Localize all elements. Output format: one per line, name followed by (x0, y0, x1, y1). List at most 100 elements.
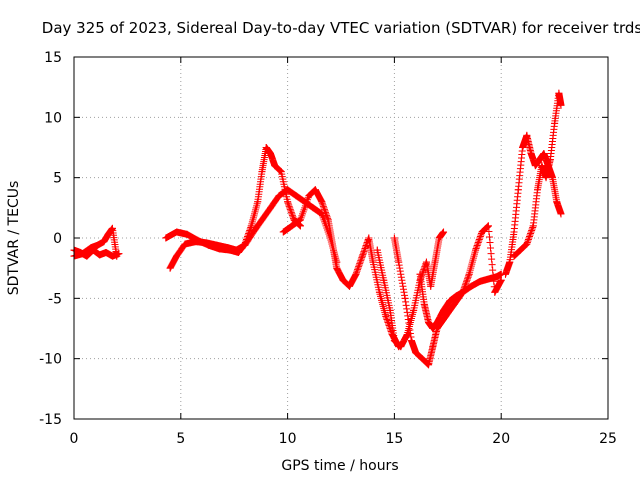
data-point (534, 186, 542, 194)
y-tick-label: -10 (39, 352, 62, 368)
data-point (296, 216, 304, 224)
data-point (551, 119, 559, 127)
data-point (318, 198, 326, 206)
data-point (395, 258, 403, 266)
y-tick-label: -15 (39, 412, 62, 428)
data-point (527, 150, 535, 158)
data-point (113, 252, 121, 260)
data-point (284, 186, 292, 194)
data-point (108, 224, 116, 232)
data-point (93, 241, 101, 249)
data-point (267, 204, 275, 212)
x-tick-label: 5 (176, 431, 185, 447)
data-point (271, 162, 279, 170)
data-point (173, 252, 181, 260)
data-point (493, 273, 501, 281)
data-point (465, 270, 473, 278)
tick-labels: 0 5 10 15 20 25 -15 -10 -5 0 5 10 15 (39, 50, 617, 447)
data-point (284, 198, 292, 206)
data-point (79, 250, 87, 258)
data-point (450, 300, 458, 308)
data-point (542, 174, 550, 182)
series-seg-early-b (70, 224, 121, 260)
data-point (491, 288, 499, 296)
data-point (277, 168, 285, 176)
data-point (296, 222, 304, 230)
data-point (516, 246, 524, 254)
data-point (536, 156, 544, 164)
y-tick-label: 0 (53, 231, 62, 247)
x-axis-label: GPS time / hours (281, 458, 398, 474)
data-point (553, 198, 561, 206)
data-point (267, 150, 275, 158)
data-point (514, 186, 522, 194)
data-point (416, 270, 424, 278)
data-point (333, 264, 341, 272)
series-seg-evening-a (501, 131, 565, 278)
data-point (429, 325, 437, 332)
data-point (346, 282, 354, 290)
data-point (546, 156, 554, 164)
data-point (96, 251, 104, 259)
data-point (422, 258, 430, 266)
data-point (418, 355, 426, 363)
x-tick-label: 15 (385, 431, 403, 447)
data-point (213, 241, 221, 249)
data-point (433, 318, 441, 326)
data-point (403, 331, 411, 339)
data-point (538, 162, 546, 170)
data-point (506, 258, 514, 266)
data-point (501, 270, 509, 278)
data-point (523, 131, 531, 139)
data-point (484, 275, 492, 283)
data-point (311, 186, 319, 194)
data-point (446, 297, 454, 305)
data-point (241, 241, 249, 249)
x-tick-label: 10 (279, 431, 297, 447)
data-point (484, 222, 492, 230)
x-tick-label: 0 (70, 431, 79, 447)
data-point (390, 234, 398, 242)
tick-marks (73, 56, 609, 420)
data-point (192, 238, 200, 246)
data-point (412, 349, 420, 357)
y-tick-label: -5 (48, 291, 62, 307)
data-point (87, 244, 95, 252)
data-point (440, 306, 448, 314)
data-point (275, 192, 283, 200)
data-point (328, 240, 336, 248)
chart-title: Day 325 of 2023, Sidereal Day-to-day VTE… (42, 19, 640, 37)
data-point (352, 270, 360, 278)
data-point (531, 162, 539, 170)
data-point (183, 230, 191, 238)
data-point (102, 248, 110, 256)
data-point (420, 300, 428, 308)
data-point (365, 234, 373, 242)
series-seg-midday (279, 186, 403, 351)
data-point (425, 318, 433, 326)
data-point (548, 174, 556, 182)
data-point (292, 192, 300, 200)
data-point (358, 252, 366, 260)
data-point (386, 306, 394, 314)
y-tick-label: 15 (44, 50, 62, 66)
data-point (397, 343, 405, 351)
data-point (373, 246, 381, 254)
data-point (557, 210, 565, 218)
data-point (375, 288, 383, 296)
x-tick-label: 20 (492, 431, 510, 447)
data-point (339, 276, 347, 284)
series-seg-afternoon-c (416, 222, 505, 332)
data-point (557, 101, 565, 109)
data-point (382, 312, 390, 320)
data-point (254, 198, 262, 206)
data-point (288, 222, 296, 230)
data-point (181, 240, 189, 248)
data-point (472, 246, 480, 254)
data-point (429, 343, 437, 351)
data-point (476, 277, 484, 285)
data-point (369, 258, 377, 266)
data-point (435, 234, 443, 242)
